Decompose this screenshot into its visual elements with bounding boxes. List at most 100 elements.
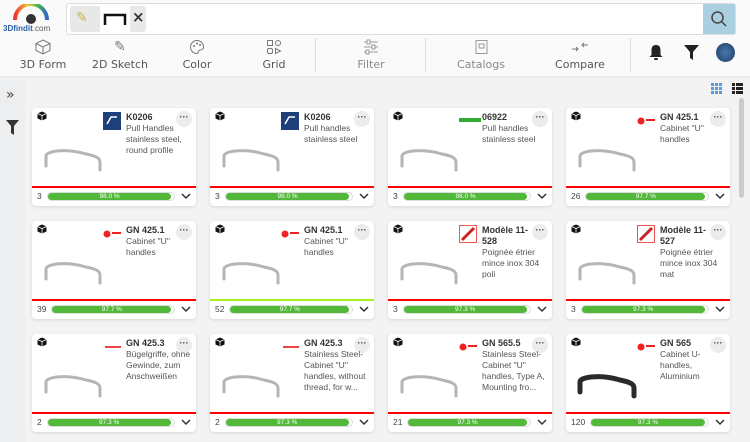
tool-compare[interactable]: Compare	[542, 38, 618, 71]
product-description: Cabinet "U" handles	[660, 123, 704, 144]
result-card[interactable]: ··· GN 425.1 Cabinet "U" handles 52 97.7…	[210, 221, 374, 319]
more-options-button[interactable]: ···	[710, 224, 726, 240]
grid-view-icon[interactable]	[711, 83, 722, 94]
tool-3d-form[interactable]: 3D Form	[5, 38, 81, 71]
chevron-down-icon[interactable]	[537, 417, 547, 427]
search-button[interactable]	[703, 4, 735, 34]
cube-icon	[35, 39, 51, 55]
palette-icon	[190, 39, 205, 55]
more-options-button[interactable]: ···	[532, 111, 548, 127]
more-options-button[interactable]: ···	[710, 337, 726, 353]
product-image[interactable]	[570, 239, 656, 297]
3d-cube-icon	[37, 337, 47, 347]
result-card[interactable]: ··· Modèle 11-528 Poignée étrier mince i…	[388, 221, 552, 319]
result-card[interactable]: ··· K0206 Pull handles stainless steel 3…	[210, 108, 374, 206]
product-image[interactable]	[36, 126, 122, 184]
result-card[interactable]: ··· GN 565.5 Stainless Steel-Cabinet "U"…	[388, 334, 552, 432]
more-options-button[interactable]: ···	[532, 337, 548, 353]
chevron-down-icon[interactable]	[359, 417, 369, 427]
match-progress: 97.7 %	[585, 191, 709, 201]
result-card[interactable]: ··· GN 565 Cabinet U-handles, Aluminium …	[566, 334, 730, 432]
chevron-down-icon[interactable]	[537, 304, 547, 314]
chevron-down-icon[interactable]	[715, 191, 725, 201]
chevron-down-icon[interactable]	[715, 304, 725, 314]
product-code[interactable]: GN 565.5	[482, 338, 521, 348]
more-options-button[interactable]: ···	[710, 111, 726, 127]
scrollbar[interactable]	[739, 98, 744, 198]
product-code[interactable]: GN 425.3	[304, 338, 343, 348]
more-options-button[interactable]: ···	[354, 111, 370, 127]
more-options-button[interactable]: ···	[354, 337, 370, 353]
remove-sketch-button[interactable]: ×	[132, 8, 145, 26]
3d-cube-icon	[393, 111, 403, 121]
product-image[interactable]	[392, 126, 478, 184]
product-code[interactable]: Modèle 11-527	[660, 225, 707, 246]
match-separator	[210, 299, 374, 301]
card-footer: 26 97.7 %	[571, 190, 725, 202]
match-progress: 97.3 %	[402, 304, 531, 314]
chevron-down-icon[interactable]	[537, 191, 547, 201]
more-options-button[interactable]: ···	[176, 111, 192, 127]
filter-icon[interactable]	[6, 120, 19, 135]
variant-count: 120	[571, 417, 586, 427]
product-image[interactable]	[570, 352, 656, 410]
logo[interactable]: 3Dfindit.com	[3, 4, 63, 36]
product-code[interactable]: Modèle 11-528	[482, 225, 529, 246]
tool-color[interactable]: Color	[159, 38, 235, 71]
product-code[interactable]: GN 425.1	[304, 225, 343, 235]
sketch-thumbnail[interactable]	[100, 6, 130, 32]
bell-icon[interactable]	[648, 44, 664, 61]
tool-grid[interactable]: Grid	[236, 38, 312, 71]
result-card[interactable]: ··· Modèle 11-527 Poignée étrier mince i…	[566, 221, 730, 319]
tool-catalogs[interactable]: Catalogs	[443, 38, 519, 71]
product-image[interactable]	[36, 239, 122, 297]
tool-filter[interactable]: Filter	[333, 38, 409, 71]
result-card[interactable]: ··· 06922 Pull handles stainless steel 3…	[388, 108, 552, 206]
result-card[interactable]: ··· K0206 Pull Handles stainless steel, …	[32, 108, 196, 206]
match-percent: 97.3 %	[408, 418, 527, 426]
chevron-down-icon[interactable]	[181, 417, 191, 427]
more-options-button[interactable]: ···	[176, 337, 192, 353]
product-code[interactable]: 06922	[482, 112, 508, 122]
product-code[interactable]: K0206	[126, 112, 153, 122]
expand-sidebar-icon[interactable]: »	[6, 87, 15, 103]
chevron-down-icon[interactable]	[715, 417, 725, 427]
more-options-button[interactable]: ···	[354, 224, 370, 240]
variant-count: 26	[571, 191, 581, 201]
pencil-icon[interactable]: ✎	[76, 10, 88, 26]
result-card[interactable]: ··· GN 425.1 Cabinet "U" handles 39 97.7…	[32, 221, 196, 319]
product-code[interactable]: GN 565	[660, 338, 692, 348]
product-image[interactable]	[214, 239, 300, 297]
product-code[interactable]: GN 425.1	[126, 225, 165, 235]
product-image[interactable]	[392, 239, 478, 297]
tool-label: Color	[182, 58, 212, 71]
match-percent: 97.3 %	[591, 418, 705, 426]
match-separator	[32, 412, 196, 414]
product-text: 06922 Pull handles stainless steel	[482, 112, 550, 145]
product-image[interactable]	[214, 352, 300, 410]
product-code[interactable]: K0206	[304, 112, 331, 122]
result-card[interactable]: ··· GN 425.1 Cabinet "U" handles 26 97.7…	[566, 108, 730, 206]
product-image[interactable]	[214, 126, 300, 184]
tool-2d-sketch[interactable]: ✎ 2D Sketch	[82, 38, 158, 71]
search-bar[interactable]: ✎ ×	[66, 3, 736, 35]
manufacturer-logo	[281, 112, 299, 130]
chevron-down-icon[interactable]	[181, 304, 191, 314]
product-code[interactable]: GN 425.3	[126, 338, 165, 348]
more-options-button[interactable]: ···	[176, 224, 192, 240]
more-options-button[interactable]: ···	[532, 224, 548, 240]
product-image[interactable]	[36, 352, 122, 410]
list-view-icon[interactable]	[732, 83, 743, 94]
avatar[interactable]	[716, 43, 735, 62]
variant-count: 3	[37, 191, 42, 201]
product-code[interactable]: GN 425.1	[660, 112, 699, 122]
filter-icon[interactable]	[684, 45, 699, 60]
result-card[interactable]: ··· GN 425.3 Bügelgriffe, ohne Gewinde, …	[32, 334, 196, 432]
product-description: Pull Handles stainless steel, round prof…	[126, 123, 182, 155]
result-card[interactable]: ··· GN 425.3 Stainless Steel-Cabinet "U"…	[210, 334, 374, 432]
product-image[interactable]	[392, 352, 478, 410]
product-image[interactable]	[570, 126, 656, 184]
chevron-down-icon[interactable]	[359, 304, 369, 314]
chevron-down-icon[interactable]	[181, 191, 191, 201]
chevron-down-icon[interactable]	[359, 191, 369, 201]
